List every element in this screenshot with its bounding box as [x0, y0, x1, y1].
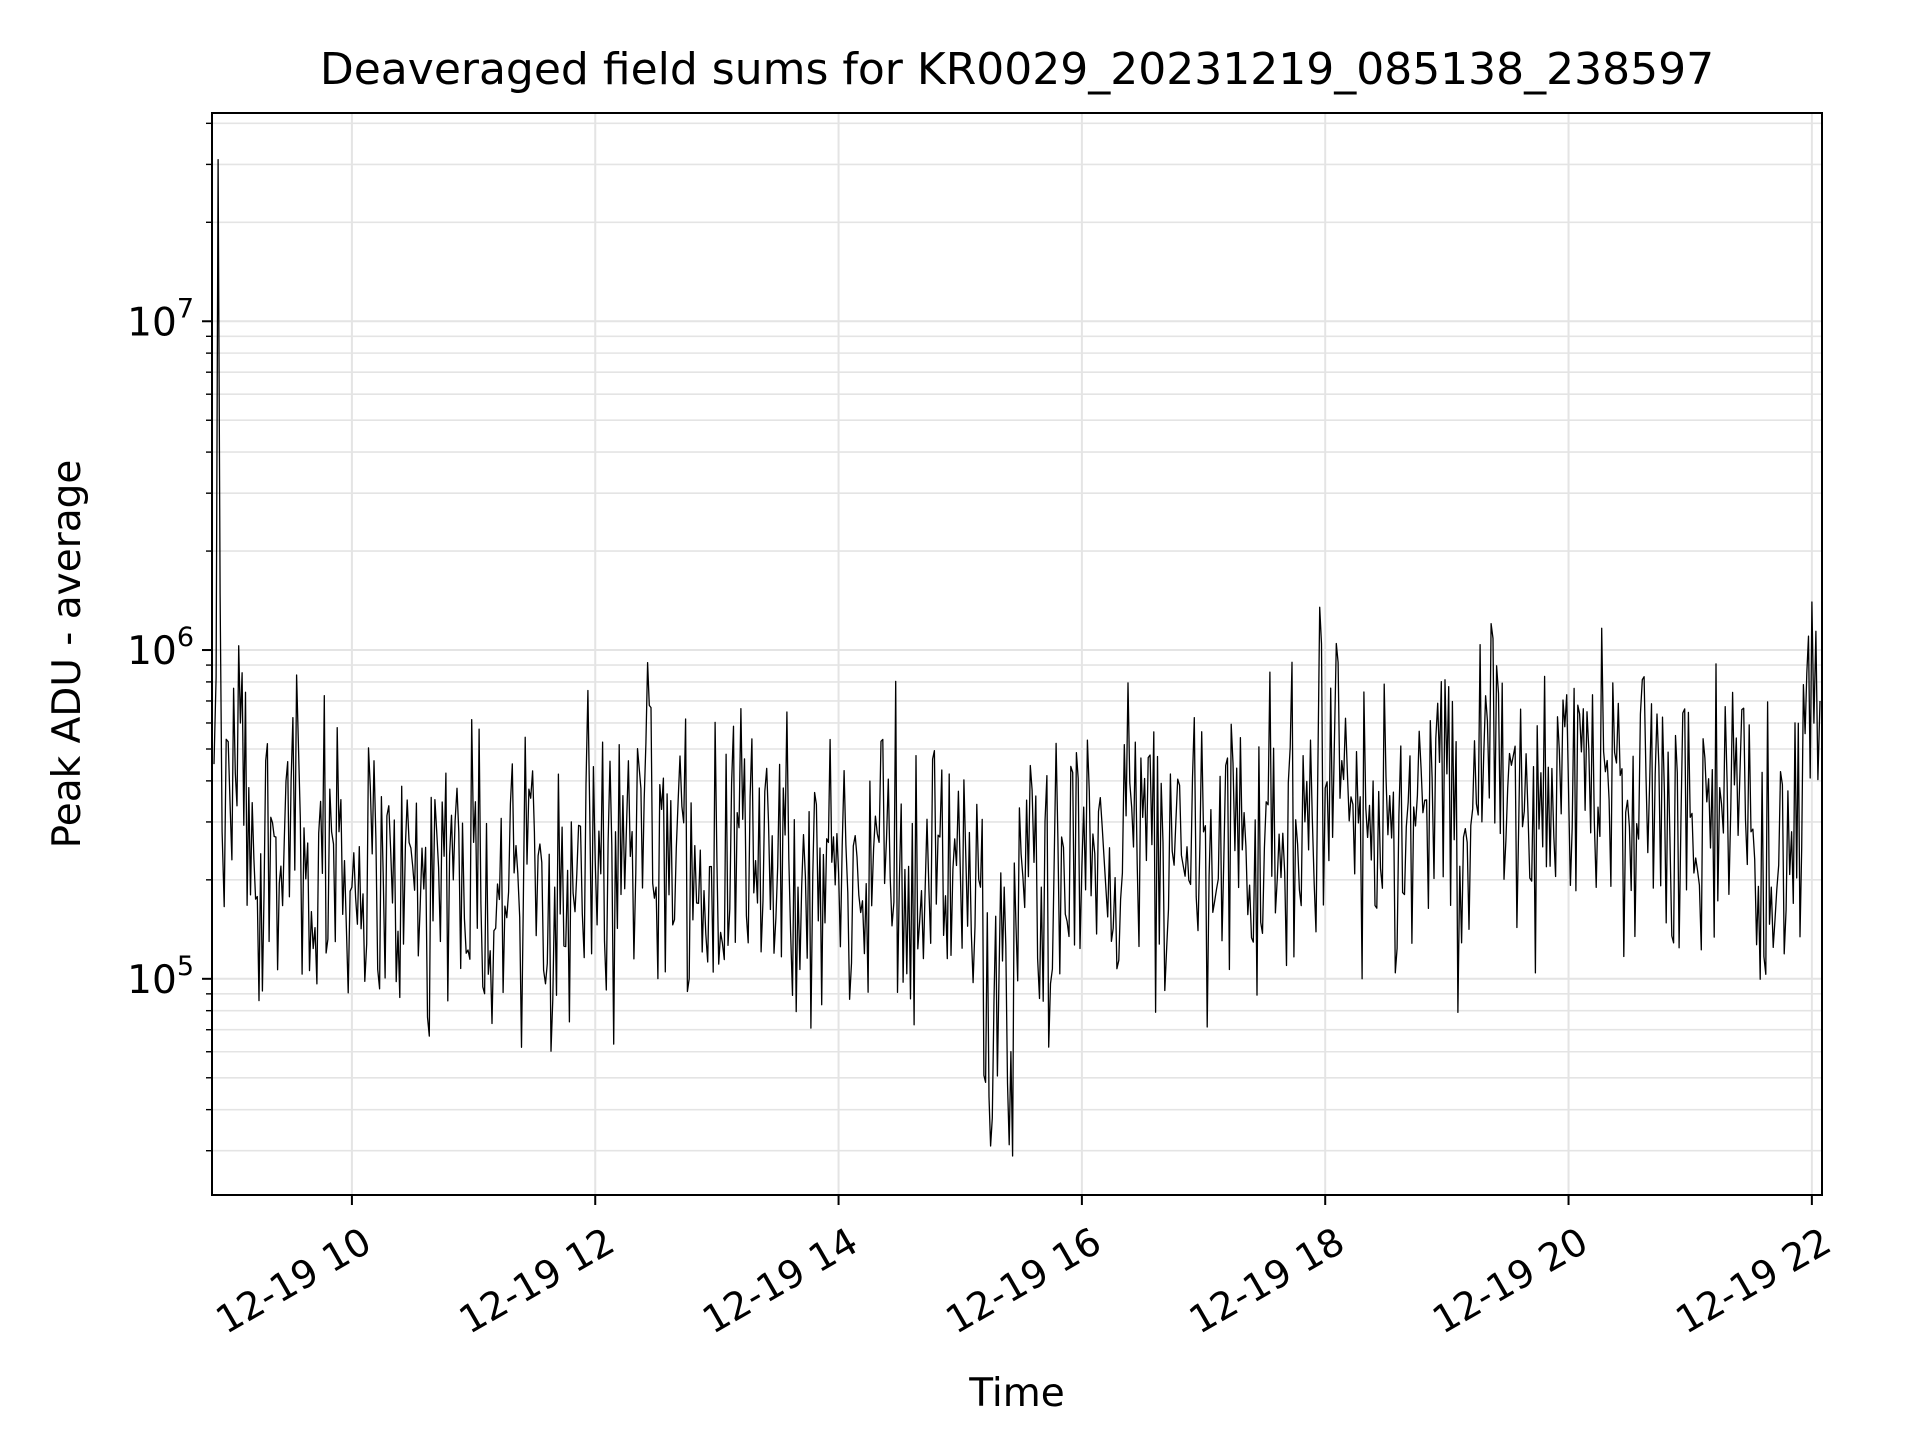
plot-frame: [211, 112, 1823, 1196]
y-tick-label: 105: [127, 951, 194, 1003]
y-tick-label: 106: [127, 622, 194, 674]
y-axis-ticks: 105 106 107: [127, 122, 212, 1152]
grid: [212, 113, 1822, 1195]
series-line: [213, 159, 1821, 1157]
y-tick-label: 107: [127, 293, 194, 345]
x-axis-label: Time: [968, 1371, 1064, 1416]
chart-title: Deaveraged field sums for KR0029_2023121…: [320, 44, 1714, 95]
y-axis-label: Peak ADU - average: [45, 460, 90, 849]
data-layer: [213, 159, 1821, 1157]
